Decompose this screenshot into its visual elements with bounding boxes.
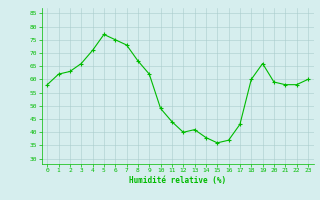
X-axis label: Humidité relative (%): Humidité relative (%) (129, 176, 226, 185)
